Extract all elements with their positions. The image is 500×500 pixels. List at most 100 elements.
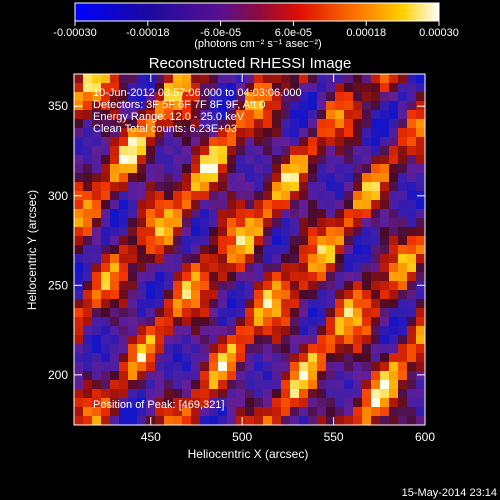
heatmap-cell [290,245,300,255]
heatmap-cell [101,299,111,309]
heatmap-cell [380,137,390,147]
heatmap-cell [317,200,327,210]
heatmap-cell [344,380,354,390]
heatmap-cell [398,137,408,147]
heatmap-cell [371,218,381,228]
heatmap-cell [299,299,309,309]
heatmap-cell [326,209,336,219]
heatmap-cell [389,227,399,237]
heatmap-cell [371,173,381,183]
heatmap-cell [218,137,228,147]
heatmap-cell [317,335,327,345]
heatmap-cell [263,74,273,84]
heatmap-cell [110,380,120,390]
heatmap-cell [407,281,417,291]
heatmap-cell [218,344,228,354]
heatmap-cell [236,110,246,120]
heatmap-cell [317,236,327,246]
heatmap-cell [407,110,417,120]
heatmap-cell [317,146,327,156]
heatmap-cell [290,74,300,84]
y-tick-label: 350 [48,99,68,113]
heatmap-cell [182,353,192,363]
heatmap-cell [218,308,228,318]
heatmap-cell [227,317,237,327]
heatmap-cell [209,326,219,336]
heatmap-cell [200,83,210,93]
heatmap-cell [110,200,120,210]
heatmap-cell [290,128,300,138]
heatmap-cell [92,407,102,417]
heatmap-cell [254,128,264,138]
heatmap-cell [335,209,345,219]
heatmap-cell [380,83,390,93]
heatmap-cell [353,155,363,165]
heatmap-cell [254,353,264,363]
heatmap-cell [137,290,147,300]
heatmap-cell [353,299,363,309]
heatmap-cell [200,281,210,291]
heatmap-cell [209,83,219,93]
heatmap-cell [110,362,120,372]
heatmap-cell [353,371,363,381]
heatmap-cell [146,308,156,318]
heatmap-cell [74,317,84,327]
heatmap-cell [407,92,417,102]
heatmap-cell [227,326,237,336]
heatmap-cell [146,173,156,183]
heatmap-cell [335,362,345,372]
heatmap-cell [326,281,336,291]
heatmap-cell [308,389,318,399]
x-axis-label: Heliocentric X (arcsec) [188,447,309,461]
heatmap-cell [299,128,309,138]
heatmap-cell [101,146,111,156]
heatmap-cell [128,272,138,282]
heatmap-cell [182,155,192,165]
heatmap-cell [173,308,183,318]
heatmap-cell [317,272,327,282]
heatmap-cell [155,155,165,165]
colorbar-gradient [74,2,440,22]
heatmap-cell [128,290,138,300]
heatmap-cell [110,119,120,129]
heatmap-cell [173,353,183,363]
heatmap-cell [308,218,318,228]
heatmap-cell [407,407,417,417]
heatmap-cell [200,164,210,174]
heatmap-cell [263,83,273,93]
heatmap-cell [191,263,201,273]
heatmap-cell [101,137,111,147]
heatmap-cell [335,272,345,282]
heatmap-cell [92,110,102,120]
heatmap-cell [254,164,264,174]
heatmap-cell [362,209,372,219]
heatmap-cell [389,254,399,264]
heatmap-cell [128,182,138,192]
heatmap-cell [191,218,201,228]
heatmap-cell [83,371,93,381]
heatmap-cell [299,119,309,129]
heatmap-cell [371,371,381,381]
heatmap-cell [173,119,183,129]
heatmap-cell [128,407,138,417]
heatmap-cell [362,74,372,84]
heatmap-cell [317,191,327,201]
heatmap-cell [218,155,228,165]
heatmap-cell [407,290,417,300]
heatmap-cell [263,317,273,327]
heatmap-cell [218,398,228,408]
heatmap-cell [101,371,111,381]
heatmap-cell [371,308,381,318]
heatmap-cell [353,416,363,425]
heatmap-cell [281,227,291,237]
heatmap-cell [308,380,318,390]
heatmap-cell [164,335,174,345]
heatmap-cell [92,101,102,111]
heatmap-cell [344,371,354,381]
heatmap-cell [290,83,300,93]
heatmap-cell [380,416,390,425]
heatmap-cell [326,407,336,417]
heatmap-cell [83,173,93,183]
heatmap-cell [74,299,84,309]
heatmap-cell [335,110,345,120]
